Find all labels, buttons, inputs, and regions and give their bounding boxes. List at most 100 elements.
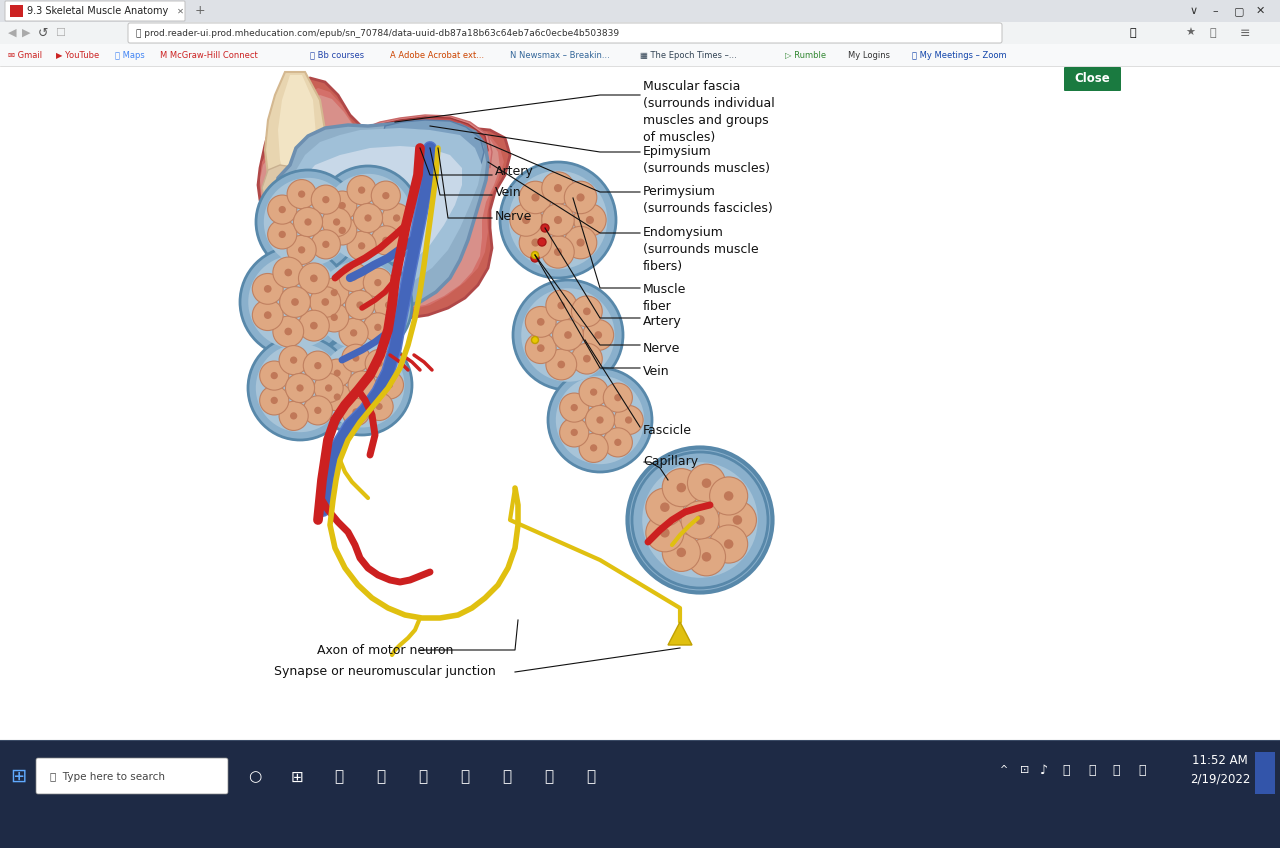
Ellipse shape <box>579 377 608 407</box>
Ellipse shape <box>724 539 733 549</box>
Ellipse shape <box>342 398 370 426</box>
Ellipse shape <box>525 306 556 338</box>
Ellipse shape <box>522 216 530 224</box>
Ellipse shape <box>293 208 323 237</box>
Ellipse shape <box>709 477 748 515</box>
Ellipse shape <box>508 170 607 270</box>
Text: ⧉: ⧉ <box>1210 28 1216 38</box>
Ellipse shape <box>500 162 616 278</box>
Ellipse shape <box>279 401 308 431</box>
Ellipse shape <box>564 181 596 214</box>
Ellipse shape <box>279 231 285 238</box>
Text: +: + <box>195 4 206 18</box>
Ellipse shape <box>279 345 308 375</box>
Ellipse shape <box>531 238 539 247</box>
Ellipse shape <box>316 166 420 270</box>
Ellipse shape <box>538 238 547 246</box>
Text: 🌐: 🌐 <box>1138 763 1146 777</box>
Text: Artery: Artery <box>495 165 534 178</box>
Ellipse shape <box>273 316 303 347</box>
Ellipse shape <box>733 516 742 524</box>
Bar <box>1254 752 1275 794</box>
Text: N Newsmax – Breakin...: N Newsmax – Breakin... <box>509 51 609 59</box>
Ellipse shape <box>646 488 684 527</box>
Ellipse shape <box>310 275 317 282</box>
Ellipse shape <box>324 174 412 262</box>
Ellipse shape <box>270 372 278 379</box>
Ellipse shape <box>513 280 623 390</box>
Ellipse shape <box>701 552 712 561</box>
Text: ✕: ✕ <box>1256 6 1266 16</box>
Ellipse shape <box>557 302 564 310</box>
Ellipse shape <box>521 288 614 382</box>
Ellipse shape <box>703 478 710 487</box>
Text: My Logins: My Logins <box>849 51 890 59</box>
Ellipse shape <box>385 301 392 309</box>
Ellipse shape <box>260 386 289 415</box>
Polygon shape <box>278 75 316 182</box>
Ellipse shape <box>375 360 383 367</box>
Text: ○: ○ <box>248 769 261 784</box>
Ellipse shape <box>677 549 685 557</box>
Ellipse shape <box>374 324 381 331</box>
Text: ∨: ∨ <box>1190 6 1198 16</box>
Ellipse shape <box>298 263 329 293</box>
Ellipse shape <box>531 193 539 202</box>
Ellipse shape <box>264 311 271 319</box>
Ellipse shape <box>383 237 389 244</box>
Ellipse shape <box>334 370 340 377</box>
Text: 🗺 Maps: 🗺 Maps <box>115 51 145 59</box>
Ellipse shape <box>330 289 338 296</box>
Ellipse shape <box>536 318 544 326</box>
Ellipse shape <box>371 181 401 210</box>
Text: ▦ The Epoch Times –...: ▦ The Epoch Times –... <box>640 51 737 59</box>
Ellipse shape <box>393 215 401 221</box>
Ellipse shape <box>287 180 316 209</box>
Ellipse shape <box>273 257 303 288</box>
Ellipse shape <box>342 344 370 372</box>
FancyBboxPatch shape <box>36 758 228 794</box>
Ellipse shape <box>334 393 340 400</box>
Ellipse shape <box>701 478 712 488</box>
Ellipse shape <box>284 327 292 335</box>
Ellipse shape <box>554 216 562 224</box>
Ellipse shape <box>582 320 613 350</box>
Ellipse shape <box>323 208 351 237</box>
Text: Nerve: Nerve <box>495 209 532 222</box>
Ellipse shape <box>614 405 643 434</box>
Ellipse shape <box>545 290 577 321</box>
Ellipse shape <box>347 176 376 204</box>
Ellipse shape <box>270 397 278 404</box>
Ellipse shape <box>365 393 393 421</box>
Ellipse shape <box>364 313 393 342</box>
Polygon shape <box>291 128 483 290</box>
Ellipse shape <box>548 368 652 472</box>
Text: Epimysium
(surrounds muscles): Epimysium (surrounds muscles) <box>643 145 771 175</box>
Text: ☐: ☐ <box>55 28 65 38</box>
Text: Endomysium
(surrounds muscle
fibers): Endomysium (surrounds muscle fibers) <box>643 226 759 273</box>
Ellipse shape <box>291 356 297 364</box>
Text: M McGraw-Hill Connect: M McGraw-Hill Connect <box>160 51 257 59</box>
Text: –: – <box>1212 6 1217 16</box>
Ellipse shape <box>284 269 292 276</box>
Ellipse shape <box>579 433 608 462</box>
Ellipse shape <box>268 220 297 249</box>
Text: Artery: Artery <box>643 315 682 328</box>
Ellipse shape <box>375 403 383 410</box>
Ellipse shape <box>353 204 383 232</box>
Text: ↺: ↺ <box>38 26 49 40</box>
Polygon shape <box>259 78 509 318</box>
Text: 📁: 📁 <box>376 769 385 784</box>
Text: Synapse or neuromuscular junction: Synapse or neuromuscular junction <box>274 666 495 678</box>
Ellipse shape <box>320 303 348 332</box>
Text: Fascicle: Fascicle <box>643 424 692 437</box>
Ellipse shape <box>662 469 700 506</box>
Bar <box>0 66 1280 740</box>
Ellipse shape <box>346 291 375 320</box>
Ellipse shape <box>559 418 589 447</box>
Ellipse shape <box>703 554 710 561</box>
Ellipse shape <box>586 216 594 224</box>
Ellipse shape <box>687 538 726 576</box>
Ellipse shape <box>603 427 632 457</box>
Bar <box>0 44 1280 66</box>
